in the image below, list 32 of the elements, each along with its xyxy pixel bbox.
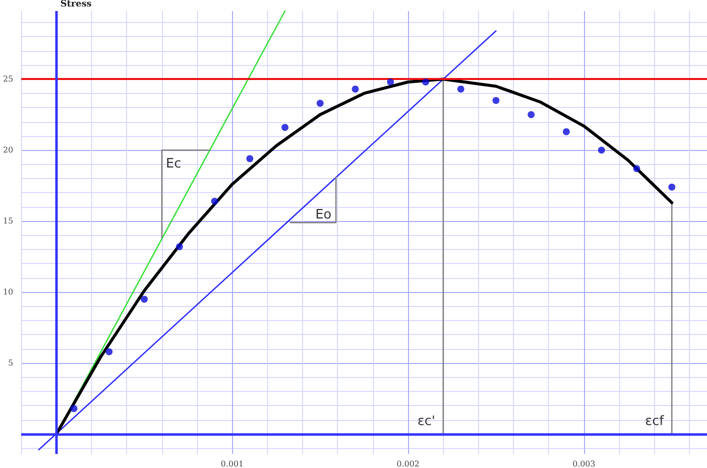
point — [176, 243, 183, 250]
point — [106, 348, 113, 356]
point — [281, 124, 288, 131]
point — [668, 184, 676, 191]
x-tick-label: 0.001 — [220, 460, 244, 468]
point — [70, 405, 78, 412]
point — [352, 86, 359, 93]
x-tick-label: 0.003 — [572, 460, 596, 468]
line-series — [54, 78, 674, 436]
point — [246, 155, 254, 162]
point — [562, 128, 570, 136]
point — [528, 111, 535, 118]
annotation: εcf — [645, 414, 664, 430]
annotation: εc' — [417, 414, 436, 430]
annotation: Ec — [166, 156, 182, 172]
point — [633, 165, 640, 172]
y-tick-label: 25 — [2, 74, 14, 84]
y-tick-label: 10 — [2, 288, 14, 297]
y-tick-label: 15 — [2, 216, 14, 226]
annotation: Eo — [315, 208, 332, 223]
y-tick-label: 5 — [8, 358, 14, 368]
y-tick-label: 20 — [2, 146, 14, 155]
point — [386, 78, 394, 86]
x-tick-label: 0.002 — [396, 460, 420, 468]
point — [316, 100, 324, 107]
point — [598, 146, 605, 154]
point — [140, 296, 148, 303]
point — [492, 96, 500, 104]
point — [422, 78, 430, 86]
point — [457, 86, 464, 93]
point — [211, 198, 218, 205]
y-axis-title: Stress — [60, 0, 92, 10]
